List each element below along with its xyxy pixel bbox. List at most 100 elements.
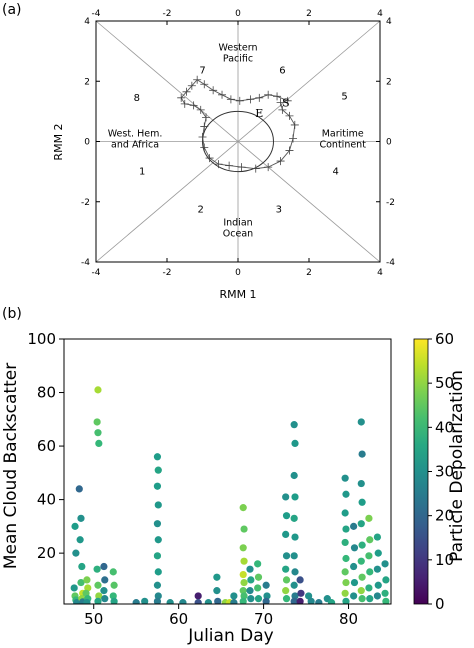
data-point xyxy=(230,592,238,600)
data-point xyxy=(109,592,117,600)
data-point xyxy=(342,490,350,498)
data-point xyxy=(154,536,162,544)
phase-number: 2 xyxy=(198,204,204,215)
data-point xyxy=(365,514,373,522)
trajectory-point xyxy=(225,161,234,170)
data-point xyxy=(204,599,212,604)
data-point xyxy=(83,599,91,604)
data-point xyxy=(297,589,305,597)
data-point xyxy=(239,597,247,604)
data-point xyxy=(73,599,81,604)
region-label: Maritime xyxy=(322,128,364,139)
data-point xyxy=(153,597,162,604)
data-point xyxy=(166,599,174,604)
data-point xyxy=(154,568,162,576)
trajectory-point xyxy=(278,105,287,114)
phase-number: 5 xyxy=(341,91,347,102)
data-point xyxy=(254,584,262,592)
mjo-trajectory xyxy=(180,79,296,170)
data-point xyxy=(350,562,358,571)
x-tick-label: 0 xyxy=(235,268,241,278)
data-point xyxy=(95,439,103,447)
data-point xyxy=(357,520,365,528)
phase-line-antidiagonal xyxy=(95,20,381,263)
trajectory-marker-s: S xyxy=(282,96,290,109)
colorbar-tick-label: 0 xyxy=(435,595,445,613)
trajectory-point xyxy=(264,163,273,172)
x-tick-label-top: 2 xyxy=(306,9,312,19)
data-point xyxy=(358,573,366,581)
data-point xyxy=(327,599,336,604)
x-tick-label-top: 4 xyxy=(377,9,383,19)
data-point xyxy=(78,562,86,571)
data-point xyxy=(239,504,247,512)
data-point xyxy=(290,552,298,560)
phase-number: 1 xyxy=(139,167,145,178)
x-tick-label: 70 xyxy=(254,610,273,628)
data-point xyxy=(381,589,389,597)
data-point xyxy=(95,592,103,600)
data-point xyxy=(291,533,299,541)
trajectory-point xyxy=(285,146,294,155)
data-point xyxy=(254,560,262,568)
data-point xyxy=(296,576,304,584)
trajectory-point xyxy=(255,93,264,102)
data-point xyxy=(290,514,298,522)
data-point xyxy=(94,581,102,589)
data-point xyxy=(282,512,291,520)
region-label: West. Hem. xyxy=(108,128,163,139)
trajectory-point xyxy=(200,122,209,131)
region-label: Continent xyxy=(319,139,366,150)
data-point xyxy=(350,544,359,552)
colorbar-tick-label: 60 xyxy=(435,330,454,348)
y-tick-label-right: -2 xyxy=(386,198,395,208)
data-point xyxy=(374,581,382,589)
data-point xyxy=(341,568,349,576)
data-point xyxy=(358,541,366,549)
y-tick-label: 0 xyxy=(84,138,90,148)
y-tick-label: 2 xyxy=(84,77,90,87)
data-point xyxy=(358,450,366,458)
trajectory-point xyxy=(200,80,209,89)
y-tick-label: 80 xyxy=(37,384,56,402)
trajectory-point xyxy=(276,157,285,166)
data-point xyxy=(342,554,350,563)
data-point xyxy=(282,493,290,501)
colorbar-label: Particle Depolarization xyxy=(447,370,467,562)
trajectory-point xyxy=(251,164,260,173)
data-point xyxy=(291,493,299,501)
data-point xyxy=(341,538,349,547)
data-point xyxy=(341,509,349,517)
data-point xyxy=(154,466,162,474)
y-tick-label: 60 xyxy=(37,437,56,455)
data-point xyxy=(83,576,91,584)
data-point xyxy=(365,584,373,592)
data-point xyxy=(290,581,298,589)
data-point xyxy=(77,578,85,587)
data-point xyxy=(341,589,349,597)
amplitude-circle xyxy=(202,110,274,173)
data-point xyxy=(239,587,247,595)
data-point xyxy=(71,522,79,530)
y-tick-label: 20 xyxy=(37,544,56,562)
panel-b-label: (b) xyxy=(2,306,22,322)
data-point xyxy=(109,568,117,576)
colorbar-tick-label: 10 xyxy=(435,551,454,569)
trajectory-point xyxy=(289,134,298,143)
trajectory-point xyxy=(246,95,255,104)
trajectory-point xyxy=(187,81,196,90)
trajectory-point xyxy=(218,90,227,99)
data-point xyxy=(282,565,290,573)
phase-number: 7 xyxy=(199,66,205,77)
phase-number: 6 xyxy=(279,66,285,77)
data-point xyxy=(94,597,102,604)
data-point xyxy=(290,471,298,480)
y-tick-label-right: -4 xyxy=(386,258,395,268)
data-point xyxy=(357,557,365,565)
data-point xyxy=(357,479,365,488)
trajectory-marker-e: E xyxy=(255,107,263,120)
colorbar-tick-label: 50 xyxy=(435,374,454,392)
trajectory-point xyxy=(205,154,214,163)
trajectory-point xyxy=(189,101,198,110)
